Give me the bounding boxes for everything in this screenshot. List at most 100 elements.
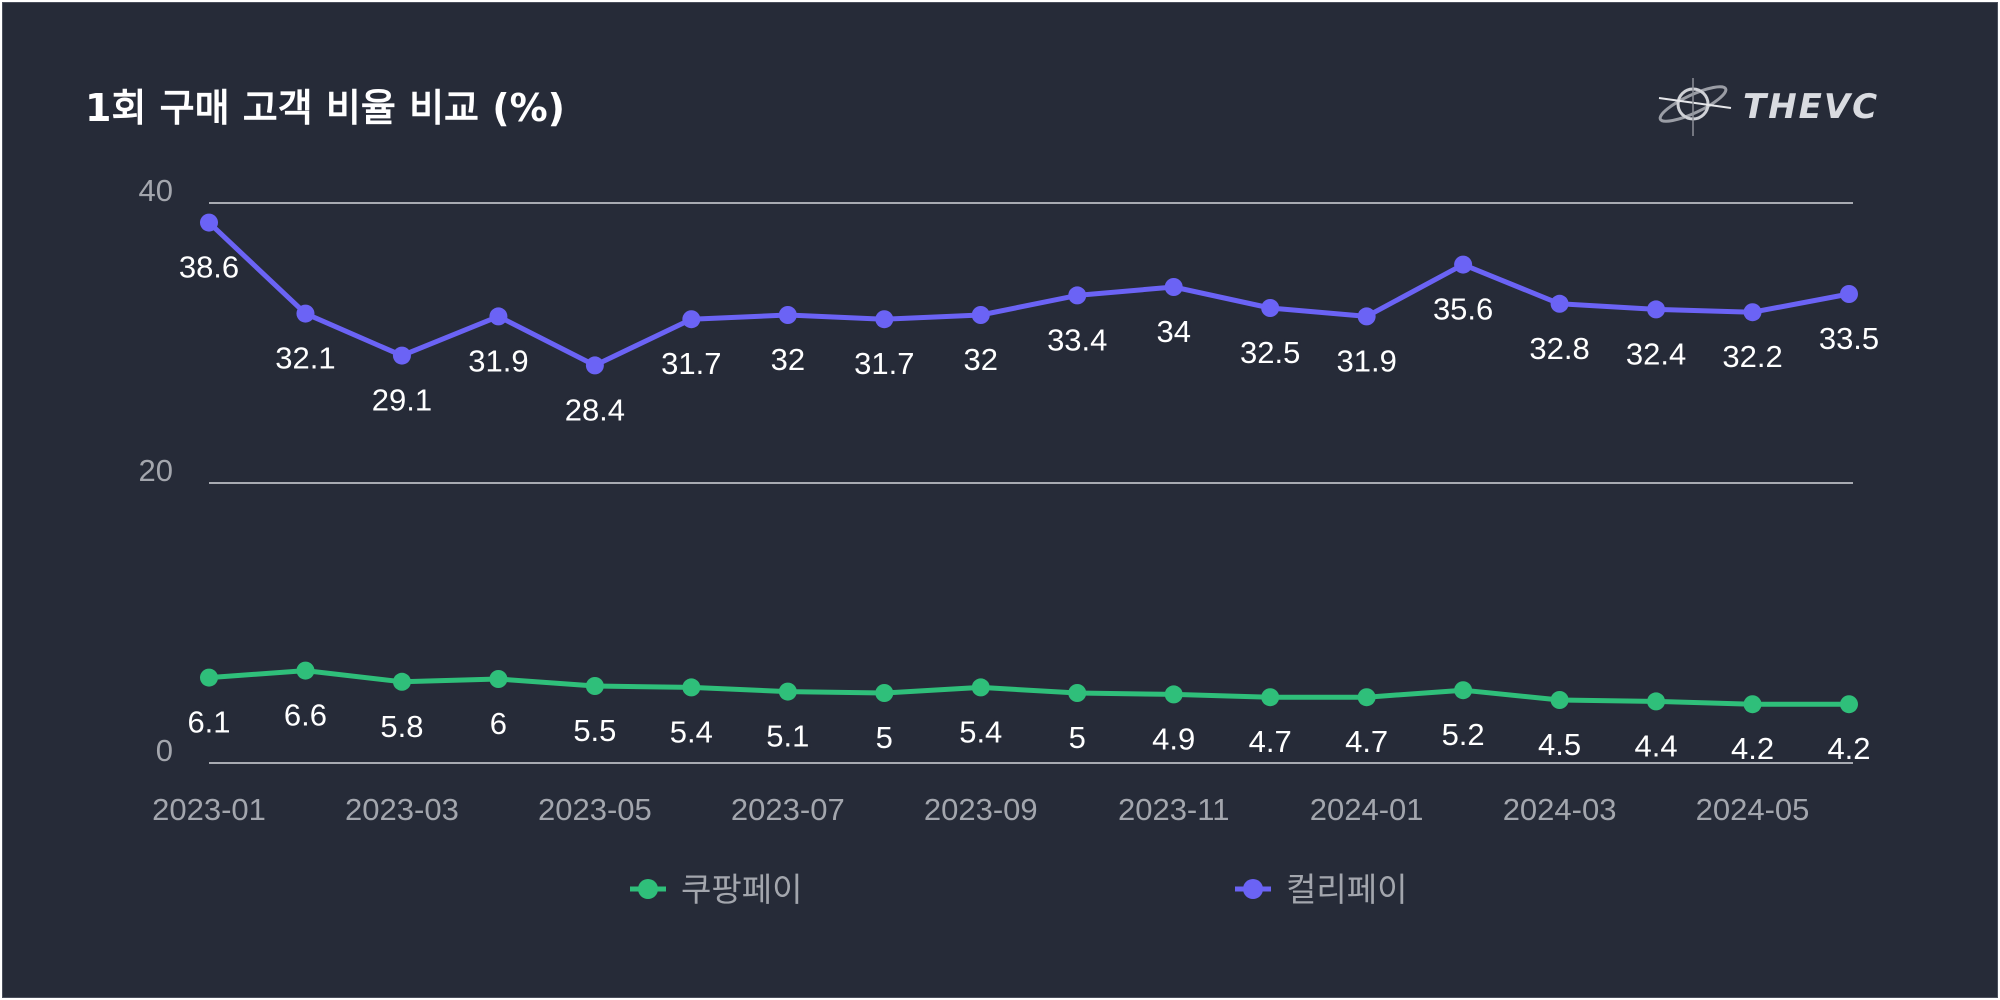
data-point[interactable] xyxy=(585,677,604,695)
data-point[interactable] xyxy=(1647,300,1666,319)
data-point[interactable] xyxy=(585,356,604,375)
legend-marker-icon xyxy=(638,879,658,899)
data-point[interactable] xyxy=(489,307,508,326)
data-label: 4.2 xyxy=(1827,731,1870,766)
data-point[interactable] xyxy=(1840,695,1858,714)
legend-marker-icon xyxy=(1243,879,1263,899)
x-tick-label: 2023-11 xyxy=(1118,792,1229,827)
data-point[interactable] xyxy=(296,304,315,323)
data-point[interactable] xyxy=(1261,688,1280,707)
data-label: 28.4 xyxy=(565,392,625,427)
legend: 쿠팡페이 컬리페이 xyxy=(630,870,1407,909)
data-label: 6.6 xyxy=(284,698,327,733)
data-label: 31.7 xyxy=(854,346,914,381)
x-tick-label: 2023-05 xyxy=(538,792,652,827)
data-point[interactable] xyxy=(1840,285,1858,303)
data-label: 5.2 xyxy=(1442,717,1485,752)
data-label: 32 xyxy=(964,342,998,377)
data-label: 38.6 xyxy=(179,250,239,285)
data-label: 4.5 xyxy=(1538,727,1581,762)
data-label: 31.9 xyxy=(1336,343,1396,378)
data-point[interactable] xyxy=(971,678,990,697)
data-point[interactable] xyxy=(1068,286,1087,305)
y-tick-label: 20 xyxy=(139,453,173,488)
data-label: 5 xyxy=(1069,720,1086,755)
data-label: 6 xyxy=(490,706,507,741)
data-point[interactable] xyxy=(1743,695,1762,714)
data-point[interactable] xyxy=(1261,299,1280,317)
x-tick-label: 2024-01 xyxy=(1310,792,1424,827)
x-tick-label: 2023-07 xyxy=(731,792,845,827)
data-label: 29.1 xyxy=(372,383,432,418)
data-label: 5.4 xyxy=(959,714,1002,749)
data-point[interactable] xyxy=(1647,692,1666,711)
x-tick-label: 2023-09 xyxy=(924,792,1038,827)
data-label: 31.9 xyxy=(468,343,528,378)
line-chart: 1회 구매 고객 비율 비교 (%) THEVC 0 20 40 2023-01 202… xyxy=(85,78,1882,909)
data-label: 33.5 xyxy=(1819,321,1879,356)
data-label: 4.7 xyxy=(1249,724,1292,759)
data-label: 5 xyxy=(876,720,893,755)
data-label: 32.1 xyxy=(275,341,335,376)
brand-name: THEVC xyxy=(1743,87,1879,127)
data-label: 4.7 xyxy=(1345,724,1388,759)
y-tick-label: 0 xyxy=(156,733,173,768)
chart-title: 1회 구매 고객 비율 비교 (%) xyxy=(85,86,565,130)
x-tick-label: 2023-03 xyxy=(345,792,459,827)
data-point[interactable] xyxy=(200,213,218,232)
data-label: 6.1 xyxy=(187,705,230,740)
grid xyxy=(209,202,1853,764)
data-point[interactable] xyxy=(1550,691,1569,709)
data-label: 32.5 xyxy=(1240,335,1300,370)
data-label: 5.4 xyxy=(670,714,713,749)
data-point[interactable] xyxy=(1164,685,1183,704)
data-label: 4.4 xyxy=(1635,728,1678,763)
data-label: 32.4 xyxy=(1626,336,1686,371)
data-label: 34 xyxy=(1156,314,1190,349)
legend-label[interactable]: 쿠팡페이 xyxy=(681,870,802,909)
data-point[interactable] xyxy=(1357,307,1376,326)
data-point[interactable] xyxy=(1743,303,1762,322)
series-line-1 xyxy=(206,220,1852,368)
data-point[interactable] xyxy=(489,670,508,688)
series-layer xyxy=(200,213,1858,714)
data-label: 31.7 xyxy=(661,346,721,381)
data-label: 4.9 xyxy=(1152,721,1195,756)
data-point[interactable] xyxy=(682,310,701,329)
brand-logo: THEVC xyxy=(1658,78,1879,136)
data-label: 32.8 xyxy=(1529,331,1589,366)
data-point[interactable] xyxy=(875,684,894,702)
data-label: 5.1 xyxy=(766,719,809,754)
data-point[interactable] xyxy=(296,661,315,680)
data-label: 32 xyxy=(771,342,805,377)
x-tick-label: 2023-01 xyxy=(152,792,266,827)
data-point[interactable] xyxy=(1550,294,1569,313)
data-label: 5.8 xyxy=(380,709,423,744)
legend-label[interactable]: 컬리페이 xyxy=(1286,870,1407,909)
data-point[interactable] xyxy=(778,306,797,324)
data-point[interactable] xyxy=(875,310,894,329)
y-tick-label: 40 xyxy=(139,173,173,208)
data-point[interactable] xyxy=(778,682,797,701)
data-point[interactable] xyxy=(1068,684,1087,702)
data-point[interactable] xyxy=(682,678,701,697)
data-point[interactable] xyxy=(1454,255,1473,274)
data-label: 4.2 xyxy=(1731,731,1774,766)
x-tick-label: 2024-03 xyxy=(1503,792,1617,827)
data-point[interactable] xyxy=(392,346,411,365)
data-point[interactable] xyxy=(392,672,411,691)
data-labels: 6.1 6.6 5.8 6 5.5 5.4 5.1 5 5.4 5 4.9 4.7 4.7 5.2 4.5 4… xyxy=(176,247,1882,770)
data-label: 5.5 xyxy=(573,713,616,748)
data-point[interactable] xyxy=(200,668,218,687)
data-point[interactable] xyxy=(1357,688,1376,707)
data-label: 35.6 xyxy=(1433,292,1493,327)
data-point[interactable] xyxy=(1454,681,1473,700)
logo-emblem-icon xyxy=(1658,78,1732,136)
series-line-0 xyxy=(206,668,1852,707)
data-label: 33.4 xyxy=(1047,322,1107,357)
data-label: 32.2 xyxy=(1722,339,1782,374)
data-point[interactable] xyxy=(971,306,990,324)
x-tick-label: 2024-05 xyxy=(1696,792,1810,827)
data-point[interactable] xyxy=(1164,278,1183,296)
